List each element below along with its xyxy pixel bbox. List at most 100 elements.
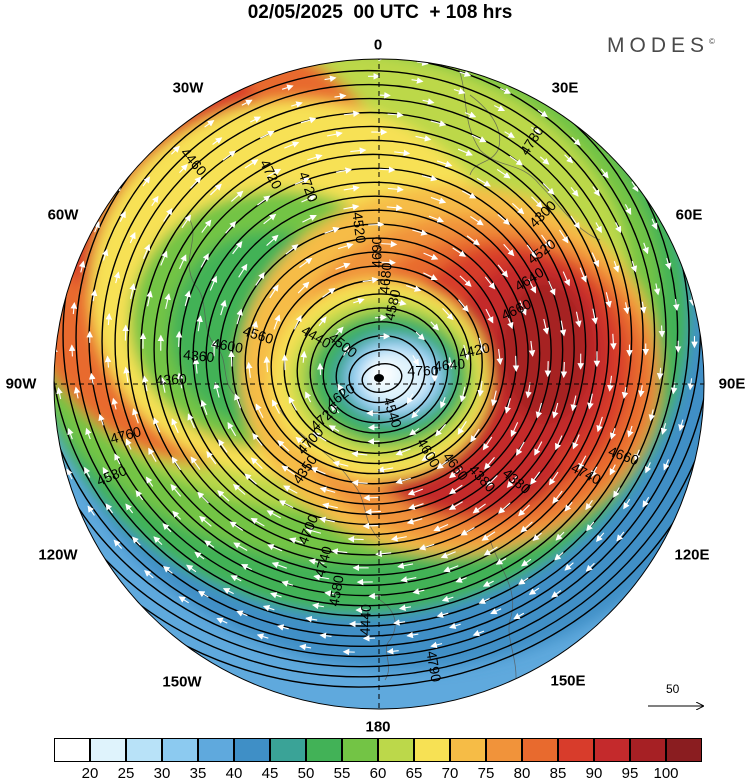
wind-vector (197, 491, 209, 504)
colorbar-tick-label: 70 (441, 765, 459, 782)
height-contour (54, 59, 704, 678)
contour-label: 4420 (457, 339, 491, 361)
wind-vector (343, 110, 360, 118)
wind-vector (585, 500, 593, 511)
wind-vector (466, 235, 481, 246)
wind-vector (270, 592, 282, 599)
wind-vector (199, 515, 212, 527)
wind-vector (131, 536, 141, 546)
wind-vector (485, 308, 494, 324)
wind-vector (299, 257, 313, 268)
wind-vector (238, 263, 248, 278)
wind-vector (481, 531, 496, 541)
wind-vector (394, 149, 411, 157)
wind-vector (288, 396, 297, 411)
wind-vector (486, 475, 498, 487)
wind-vector (153, 417, 161, 433)
wind-vector (284, 141, 300, 149)
wind-vector (591, 252, 600, 268)
wind-vector (68, 344, 76, 357)
wind-vector (634, 449, 641, 461)
wind-vector (418, 543, 435, 551)
wind-vector (152, 87, 163, 96)
wind-vector (596, 416, 603, 433)
wind-vector (331, 548, 348, 555)
wind-vector (548, 471, 559, 486)
wind-vector (398, 604, 411, 611)
wind-vector (105, 503, 114, 514)
wind-vector (586, 521, 595, 532)
colorbar-swatch (126, 738, 162, 762)
wind-vector (542, 318, 550, 335)
wind-vector (334, 93, 347, 100)
wind-vector (631, 181, 639, 193)
lon-label-60e: 60E (675, 206, 703, 224)
brand-mark: © (709, 37, 715, 46)
lon-label-60w: 60W (47, 206, 79, 224)
colorbar-swatch (594, 738, 630, 762)
lon-label-30e: 30E (551, 79, 579, 97)
wind-vector (206, 451, 217, 465)
wind-vector (503, 243, 515, 257)
colorbar-swatch (90, 738, 126, 762)
wind-vector (436, 458, 450, 470)
wind-vector (415, 135, 432, 142)
wind-vector (222, 150, 236, 161)
height-contour (153, 139, 587, 556)
wind-vector (146, 290, 153, 307)
colorbar-swatch (378, 738, 414, 762)
wind-vector (318, 316, 327, 327)
wind-vector (591, 308, 598, 325)
wind-vector (531, 196, 543, 209)
colorbar-swatch (558, 738, 594, 762)
reference-vector-label: 50 (666, 682, 680, 696)
wind-vector (528, 587, 540, 595)
wind-vector (532, 532, 542, 542)
wind-vector (621, 386, 629, 399)
wind-vector (129, 283, 136, 300)
wind-vector (411, 409, 420, 419)
wind-vector (562, 271, 571, 287)
wind-vector (305, 527, 322, 534)
wind-vector (616, 531, 625, 542)
wind-vector (648, 409, 656, 422)
wind-vector (273, 314, 281, 330)
colorbar-tick-label: 60 (369, 765, 387, 782)
wind-vector (428, 215, 445, 223)
wind-vector (125, 438, 132, 450)
wind-vector (59, 262, 66, 275)
wind-vector (504, 131, 515, 138)
wind-vector (250, 457, 263, 469)
wind-vector (555, 435, 563, 451)
wind-vector (162, 523, 172, 533)
wind-vector (464, 111, 477, 118)
wind-vector (85, 427, 92, 440)
wind-vector (570, 395, 578, 412)
height-contour (88, 69, 644, 607)
wind-vector (495, 557, 507, 565)
wind-vector (497, 264, 509, 278)
wind-vector (228, 350, 235, 367)
wind-vector (423, 252, 439, 260)
wind-vector (324, 75, 337, 82)
contour-label: 4760 (108, 423, 142, 447)
wind-vector (266, 510, 282, 519)
wind-vector (613, 487, 620, 498)
wind-vector (509, 155, 523, 166)
wind-vector (204, 540, 215, 548)
wind-vector (310, 23, 321, 25)
wind-vector (592, 186, 600, 197)
wind-vector (328, 425, 340, 432)
wind-vector (656, 367, 664, 380)
contour-label: 4580 (381, 288, 403, 322)
wind-vector (496, 348, 503, 366)
colorbar-swatch (414, 738, 450, 762)
wind-vector (164, 293, 171, 309)
wind-vector (518, 577, 529, 585)
wind-vector (211, 72, 223, 79)
wind-vector (430, 321, 440, 331)
wind-vector (285, 244, 299, 255)
wind-vector (484, 457, 495, 470)
wind-vector (184, 290, 191, 307)
wind-vector (93, 221, 100, 233)
